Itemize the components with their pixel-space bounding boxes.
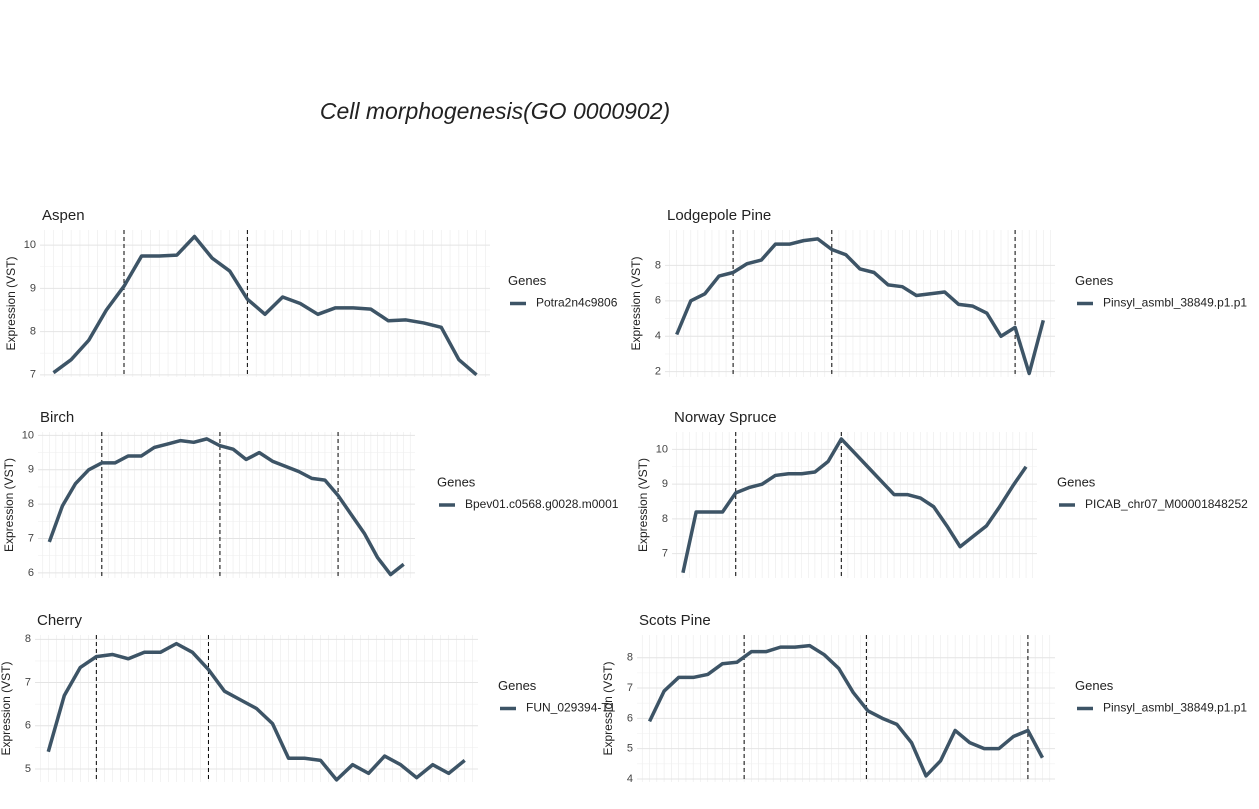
legend-title: Genes [1075,273,1114,288]
y-tick-label: 8 [662,513,668,525]
y-tick-label: 6 [28,567,34,579]
series-line [47,437,405,577]
y-tick-label: 9 [662,478,668,490]
y-tick-label: 5 [627,743,633,755]
page-title: Cell morphogenesis(GO 0000902) [320,98,670,124]
y-tick-label: 8 [30,326,36,338]
y-tick-label: 7 [627,682,633,694]
y-tick-label: 7 [25,676,31,688]
y-tick-label: 5 [25,763,31,775]
panel-title: Lodgepole Pine [667,207,771,224]
y-tick-label: 6 [627,712,633,724]
y-axis-label: Expression (VST) [2,458,16,552]
legend-title: Genes [498,678,537,693]
y-tick-label: 7 [30,369,36,381]
series-line [675,237,1045,376]
legend-label: PICAB_chr07_M00001848252 [1085,497,1248,511]
y-tick-label: 7 [28,532,34,544]
y-tick-label: 6 [25,720,31,732]
y-axis-label: Expression (VST) [629,256,643,350]
panel-title: Aspen [42,207,85,224]
y-axis-label: Expression (VST) [4,256,18,350]
legend-title: Genes [1057,474,1096,489]
panel-title: Scots Pine [639,612,711,629]
y-tick-label: 8 [25,633,31,645]
legend-title: Genes [1075,678,1114,693]
y-axis-label: Expression (VST) [601,661,615,755]
y-tick-label: 4 [627,773,633,785]
series-line [681,437,1028,574]
series-line [647,643,1045,778]
y-tick-label: 9 [30,282,36,294]
panel-title: Birch [40,409,74,426]
legend-title: Genes [508,273,547,288]
legend-label: Pinsyl_asmbl_38849.p1.p1 [1103,296,1247,310]
y-tick-label: 10 [656,443,668,455]
legend-label: Pinsyl_asmbl_38849.p1.p1 [1103,701,1247,715]
y-tick-label: 2 [655,366,661,378]
legend-label: Potra2n4c9806 [536,296,618,310]
legend-label: FUN_029394-T1 [526,701,616,715]
series-line [52,234,478,377]
y-tick-label: 10 [24,239,36,251]
y-tick-label: 8 [627,652,633,664]
y-tick-label: 4 [655,330,661,342]
y-tick-label: 10 [22,429,34,441]
panel-title: Cherry [37,612,83,629]
y-axis-label: Expression (VST) [0,661,13,755]
legend-label: Bpev01.c0568.g0028.m0001 [465,497,619,511]
legend-title: Genes [437,474,476,489]
y-tick-label: 8 [655,259,661,271]
y-axis-label: Expression (VST) [636,458,650,552]
y-tick-label: 6 [655,295,661,307]
y-tick-label: 9 [28,464,34,476]
y-tick-label: 8 [28,498,34,510]
y-tick-label: 7 [662,548,668,560]
panel-title: Norway Spruce [674,409,777,426]
series-line [46,641,466,782]
